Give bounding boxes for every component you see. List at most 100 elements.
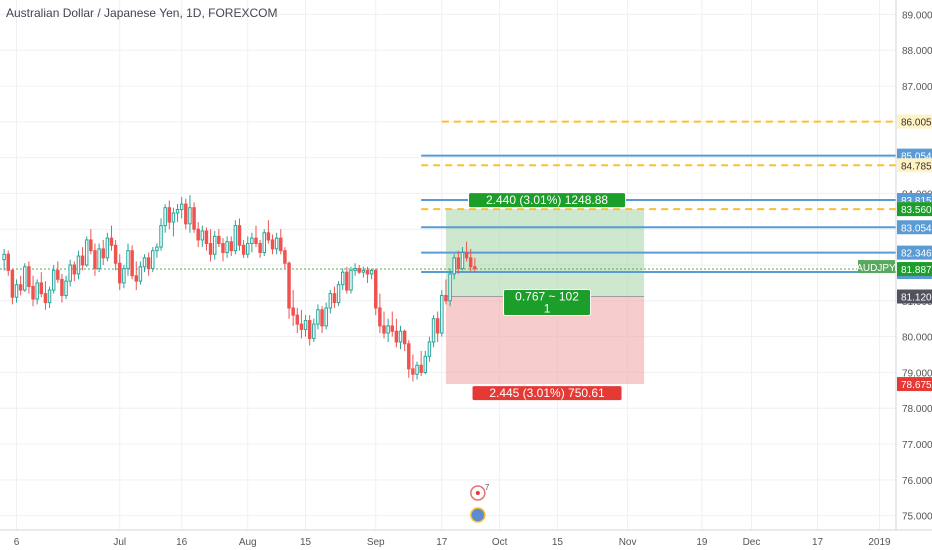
candle-body [179, 203, 184, 210]
candle-body [407, 343, 411, 370]
candle-body [192, 207, 196, 230]
candle-body [390, 325, 394, 332]
candle-body [101, 248, 105, 259]
event-dot-icon [475, 491, 480, 495]
candle-body [274, 237, 279, 250]
candle-body [262, 232, 266, 253]
earnings-flag-icon[interactable] [470, 507, 486, 523]
candle-body [171, 212, 176, 223]
candle-body [254, 237, 258, 245]
x-tick-label: Sep [367, 537, 385, 548]
candle-body [328, 293, 333, 309]
candle-body [43, 293, 48, 304]
y-tick-label: 76.000 [902, 476, 932, 487]
y-tick-label: 80.000 [902, 333, 932, 344]
x-tick-label: Jul [113, 537, 126, 548]
candle-body [134, 275, 138, 282]
candle-body [163, 207, 167, 227]
candle-body [241, 244, 246, 255]
candle-body [382, 325, 386, 334]
y-tick-label: 87.000 [902, 82, 932, 93]
x-tick-label: 19 [696, 537, 708, 548]
candle-body [31, 285, 35, 300]
candle-body [14, 284, 19, 298]
candle-body [303, 320, 308, 330]
candle-body [291, 307, 295, 316]
candle-body [473, 266, 477, 270]
candle-body [324, 307, 328, 327]
target-tag: 83.560 [901, 205, 932, 216]
risk-reward-label-text: 0.767 ~ 102 [515, 290, 579, 304]
candle-body [246, 243, 250, 255]
candle-body [68, 264, 72, 282]
y-tick-label: 77.000 [902, 440, 932, 451]
candle-body [146, 257, 151, 270]
profit-label-text: 2.440 (3.01%) 1248.88 [486, 193, 608, 207]
loss-label-text: 2.445 (3.01%) 750.61 [489, 386, 605, 400]
x-tick-label: 16 [176, 537, 188, 548]
x-tick-label: Aug [239, 537, 257, 548]
candle-body [113, 244, 118, 264]
events[interactable]: 7 [470, 483, 490, 523]
candle-body [345, 271, 349, 291]
x-tick-label: 2019 [868, 537, 891, 548]
candle-body [122, 268, 126, 284]
candle-body [332, 293, 337, 304]
candle-body [130, 250, 134, 277]
candle-body [456, 257, 461, 270]
candle-body [76, 255, 81, 275]
level-tag-bg [897, 220, 932, 235]
risk-reward-label-bg [503, 289, 592, 317]
candle-body [159, 225, 163, 248]
x-tick-label: 15 [300, 537, 312, 548]
y-tick-label: 79.000 [902, 368, 932, 379]
x-tick-label: 6 [14, 537, 20, 548]
y-tick-label: 88.000 [902, 46, 932, 57]
candle-body [39, 282, 44, 295]
candle-body [10, 269, 15, 298]
candle-body [386, 325, 390, 334]
candle-body [35, 282, 39, 300]
candle-body [6, 253, 10, 271]
level-tag: 82.346 [901, 249, 932, 260]
candle-body [208, 243, 213, 255]
candle-body [97, 248, 101, 270]
current-price-tag-bg [897, 262, 932, 277]
stop-tag-bg [897, 377, 932, 392]
candle-body [221, 243, 225, 253]
candle-body [336, 284, 341, 304]
candle-body [320, 309, 324, 327]
level-tag: 85.054 [901, 152, 932, 163]
candle-body [2, 253, 6, 261]
candle-body [18, 284, 23, 291]
candle-body [105, 237, 110, 259]
price-axis[interactable]: 75.00076.00077.00078.00079.00080.00081.0… [856, 0, 932, 530]
loss-label-bg [471, 385, 623, 402]
profit-label-bg [468, 192, 627, 209]
candle-body [398, 330, 403, 343]
candle-body [435, 318, 440, 334]
profit-label: 2.440 (3.01%) 1248.88 [468, 192, 627, 209]
time-axis[interactable]: 6 Jul 16 Aug 15 Sep 17 Oct 15 Nov 19 Dec 17 2019 [0, 529, 932, 550]
candle-body [60, 278, 64, 296]
event-count: 7 [485, 483, 490, 492]
candle-body [204, 230, 209, 245]
candle-body [27, 266, 31, 287]
candle-body [287, 262, 291, 309]
level-tag: 86.005 [901, 118, 932, 129]
candle-body [440, 294, 444, 334]
candle-body [72, 264, 77, 275]
candle-body [423, 355, 428, 373]
candle-body [237, 225, 242, 246]
candle-body [448, 273, 452, 302]
symbol-tag-bg [858, 260, 895, 274]
candle-body [270, 239, 275, 250]
candle-body [431, 318, 436, 343]
candle-body [444, 294, 448, 302]
candle-body [196, 228, 200, 241]
symbol-tag: AUDJPY [856, 263, 896, 274]
level-tag-bg [897, 245, 932, 260]
time-axis-bg [0, 530, 932, 550]
candle-body [452, 257, 456, 275]
